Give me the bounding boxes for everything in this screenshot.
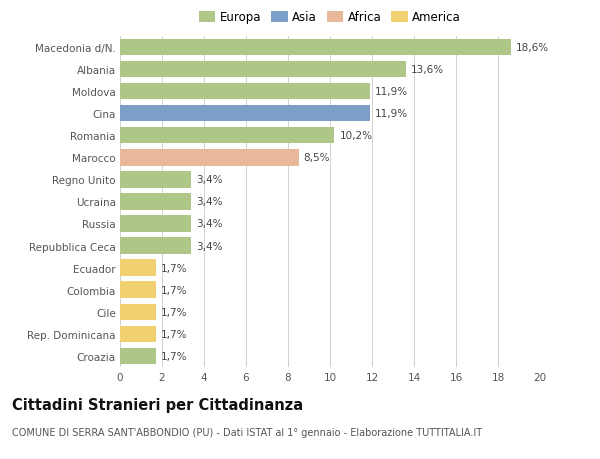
Bar (120, 172, 191, 188)
Bar (120, 260, 156, 276)
Text: 10,2%: 10,2% (340, 131, 373, 141)
Text: 18,6%: 18,6% (516, 43, 549, 53)
Bar (120, 194, 191, 210)
Text: 8,5%: 8,5% (304, 153, 330, 163)
Text: COMUNE DI SERRA SANT'ABBONDIO (PU) - Dati ISTAT al 1° gennaio - Elaborazione TUT: COMUNE DI SERRA SANT'ABBONDIO (PU) - Dat… (12, 427, 482, 437)
Bar (120, 238, 191, 254)
Text: 13,6%: 13,6% (411, 65, 444, 75)
Text: 1,7%: 1,7% (161, 263, 187, 273)
Text: 3,4%: 3,4% (197, 219, 223, 229)
Text: 1,7%: 1,7% (161, 285, 187, 295)
Text: 1,7%: 1,7% (161, 307, 187, 317)
Bar (120, 282, 156, 298)
Bar (120, 216, 191, 232)
Text: Cittadini Stranieri per Cittadinanza: Cittadini Stranieri per Cittadinanza (12, 397, 303, 412)
Text: 11,9%: 11,9% (375, 87, 408, 97)
Bar (120, 84, 370, 100)
Bar (120, 150, 299, 166)
Text: 1,7%: 1,7% (161, 329, 187, 339)
Text: 3,4%: 3,4% (197, 197, 223, 207)
Text: 3,4%: 3,4% (197, 241, 223, 251)
Bar (120, 304, 156, 320)
Legend: Europa, Asia, Africa, America: Europa, Asia, Africa, America (199, 11, 461, 24)
Bar (120, 39, 511, 56)
Text: 1,7%: 1,7% (161, 351, 187, 361)
Bar (120, 348, 156, 364)
Text: 11,9%: 11,9% (375, 109, 408, 119)
Bar (120, 128, 334, 144)
Bar (120, 326, 156, 342)
Bar (120, 62, 406, 78)
Bar (120, 106, 370, 122)
Text: 3,4%: 3,4% (197, 175, 223, 185)
